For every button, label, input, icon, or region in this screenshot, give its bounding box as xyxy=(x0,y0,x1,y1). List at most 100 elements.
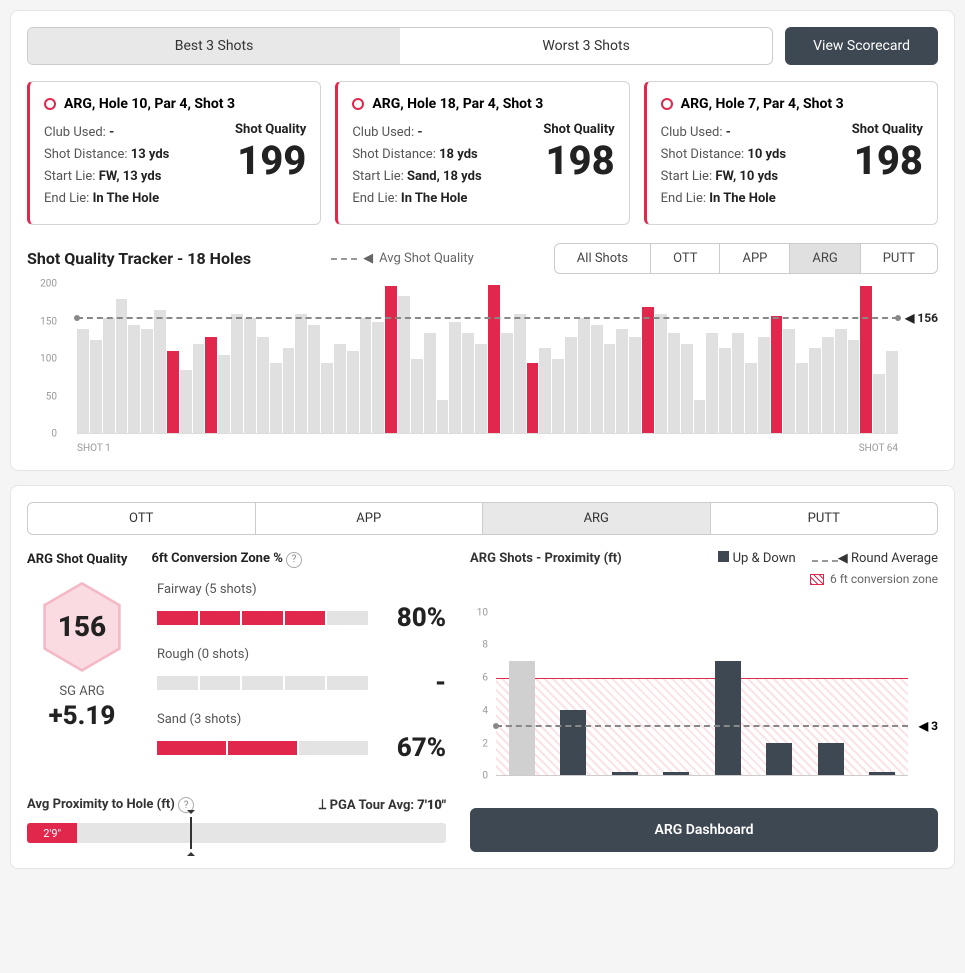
shot-card[interactable]: ARG, Hole 10, Par 4, Shot 3 Club Used: -… xyxy=(27,81,321,225)
tracker-bar[interactable] xyxy=(308,325,320,433)
tracker-bar[interactable] xyxy=(77,329,89,433)
view-scorecard-button[interactable]: View Scorecard xyxy=(785,27,938,65)
conv-bar xyxy=(157,611,368,625)
xlabel-end: SHOT 64 xyxy=(859,443,898,454)
tracker-bar[interactable] xyxy=(873,374,885,434)
tracker-bar[interactable] xyxy=(270,363,282,434)
tracker-bar[interactable] xyxy=(501,333,513,434)
pga-avg: ⟘ PGA Tour Avg: 7'10" xyxy=(319,798,446,813)
prox-bar[interactable] xyxy=(663,772,689,775)
tracker-bar[interactable] xyxy=(295,314,307,433)
tracker-bar[interactable] xyxy=(860,286,872,434)
tracker-bar[interactable] xyxy=(231,314,243,433)
tracker-bar[interactable] xyxy=(424,333,436,434)
shot-card[interactable]: ARG, Hole 18, Par 4, Shot 3 Club Used: -… xyxy=(335,81,629,225)
tracker-bar[interactable] xyxy=(552,359,564,434)
tracker-bar[interactable] xyxy=(321,363,333,434)
prox-bar[interactable] xyxy=(612,772,638,775)
cat-tab-app[interactable]: APP xyxy=(256,503,484,534)
tab-worst-shots[interactable]: Worst 3 Shots xyxy=(400,28,772,64)
tracker-bar[interactable] xyxy=(527,363,539,433)
tracker-bar[interactable] xyxy=(796,363,808,434)
tracker-bar[interactable] xyxy=(514,314,526,433)
tracker-bar[interactable] xyxy=(360,318,372,433)
tracker-bar[interactable] xyxy=(411,359,423,434)
tracker-bar[interactable] xyxy=(244,318,256,433)
sq-value: 198 xyxy=(543,137,614,184)
tracker-bar[interactable] xyxy=(283,348,295,434)
shot-card[interactable]: ARG, Hole 7, Par 4, Shot 3 Club Used: -S… xyxy=(644,81,938,225)
tracker-bar[interactable] xyxy=(668,333,680,434)
tracker-bar[interactable] xyxy=(565,337,577,434)
filter-tab-ott[interactable]: OTT xyxy=(651,244,720,273)
tracker-bar[interactable] xyxy=(642,307,654,434)
tracker-bar[interactable] xyxy=(758,337,770,434)
cat-tab-putt[interactable]: PUTT xyxy=(711,503,938,534)
tracker-bar[interactable] xyxy=(719,348,731,434)
tracker-bar[interactable] xyxy=(539,348,551,434)
prox-bar: 2'9" xyxy=(27,823,446,843)
tracker-bar[interactable] xyxy=(835,329,847,433)
shot-meta: Club Used: -Shot Distance: 10 ydsStart L… xyxy=(661,122,786,210)
tracker-bar[interactable] xyxy=(128,325,140,433)
tracker-bar[interactable] xyxy=(822,337,834,434)
prox-bar[interactable] xyxy=(509,661,535,775)
tracker-bar[interactable] xyxy=(141,329,153,433)
tracker-bar[interactable] xyxy=(783,329,795,433)
tracker-bar[interactable] xyxy=(437,400,449,434)
tracker-bar[interactable] xyxy=(488,285,500,433)
tracker-bar[interactable] xyxy=(475,344,487,433)
tracker-bar[interactable] xyxy=(449,322,461,434)
tracker-bar[interactable] xyxy=(629,337,641,434)
cat-tab-ott[interactable]: OTT xyxy=(28,503,256,534)
tracker-bar[interactable] xyxy=(167,351,179,433)
tracker-bar[interactable] xyxy=(694,400,706,434)
tracker-bar[interactable] xyxy=(103,318,115,433)
tracker-bar[interactable] xyxy=(347,351,359,433)
tracker-bar[interactable] xyxy=(578,318,590,433)
tracker-bar[interactable] xyxy=(180,370,192,433)
prox-bar[interactable] xyxy=(869,772,895,775)
tracker-bar[interactable] xyxy=(205,337,217,434)
tracker-bar[interactable] xyxy=(771,316,783,433)
tracker-bar[interactable] xyxy=(218,355,230,433)
tracker-bar[interactable] xyxy=(154,310,166,433)
avg-legend: ◀ Avg Shot Quality xyxy=(331,251,474,266)
arg-dashboard-button[interactable]: ARG Dashboard xyxy=(470,808,938,852)
tracker-bar[interactable] xyxy=(732,333,744,434)
filter-tab-app[interactable]: APP xyxy=(720,244,790,273)
tracker-bar[interactable] xyxy=(193,344,205,433)
tracker-bar[interactable] xyxy=(706,333,718,434)
tracker-bar[interactable] xyxy=(745,363,757,434)
tracker-bar[interactable] xyxy=(334,344,346,433)
tracker-bar[interactable] xyxy=(886,351,898,433)
tracker-bar[interactable] xyxy=(616,329,628,433)
prox-avg-line xyxy=(496,725,908,727)
filter-tab-putt[interactable]: PUTT xyxy=(861,244,937,273)
cat-tab-arg[interactable]: ARG xyxy=(483,503,711,534)
help-icon[interactable]: ? xyxy=(286,552,302,568)
filter-tab-all-shots[interactable]: All Shots xyxy=(555,244,651,273)
prox-bar[interactable] xyxy=(560,710,586,775)
tracker-bar[interactable] xyxy=(90,340,102,433)
tracker-bar[interactable] xyxy=(604,344,616,433)
prox-bar[interactable] xyxy=(818,743,844,776)
tracker-yaxis: 050100150200 xyxy=(27,284,61,434)
prox-bar[interactable] xyxy=(715,661,741,775)
legend-zone: 6 ft conversion zone xyxy=(830,572,938,586)
prox-chart-title: ARG Shots - Proximity (ft) xyxy=(470,551,622,566)
filter-tab-arg[interactable]: ARG xyxy=(790,244,860,273)
tracker-bar[interactable] xyxy=(848,340,860,433)
tracker-bar[interactable] xyxy=(681,344,693,433)
tracker-bar[interactable] xyxy=(655,314,667,433)
prox-bar[interactable] xyxy=(766,743,792,776)
tracker-bar[interactable] xyxy=(257,337,269,434)
tracker-bar[interactable] xyxy=(591,325,603,433)
tracker-bar[interactable] xyxy=(385,286,397,434)
tracker-bar[interactable] xyxy=(116,299,128,433)
tab-best-shots[interactable]: Best 3 Shots xyxy=(28,28,400,64)
tracker-bar[interactable] xyxy=(398,296,410,434)
tracker-bar[interactable] xyxy=(809,348,821,434)
tracker-bar[interactable] xyxy=(462,333,474,434)
tracker-bar[interactable] xyxy=(372,322,384,434)
